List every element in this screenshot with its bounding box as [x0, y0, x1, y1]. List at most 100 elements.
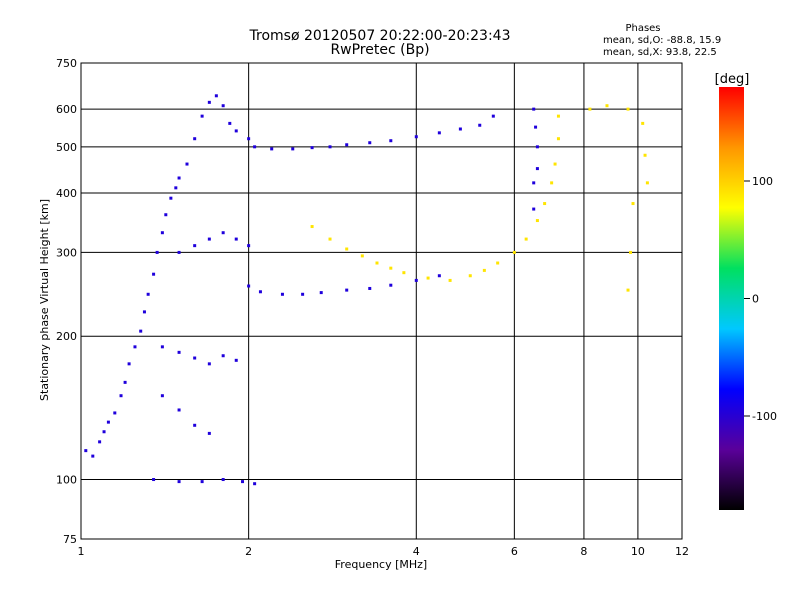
colorbar-tick-label: 0	[752, 293, 759, 306]
data-point	[214, 94, 218, 98]
data-point	[113, 411, 117, 415]
plot-frame	[80, 62, 683, 540]
data-point	[164, 213, 168, 217]
y-axis-label: Stationary phase Virtual Height [km]	[38, 199, 51, 401]
y-axis-ticks: 75 100 200 300 400 500 600 750	[56, 57, 77, 546]
data-point	[414, 135, 418, 139]
data-point	[643, 153, 647, 157]
phases-x-stats: mean, sd,X: 93.8, 22.5	[603, 47, 717, 58]
data-point	[491, 114, 495, 118]
data-point	[84, 449, 88, 453]
data-point	[345, 288, 349, 292]
colorbar-ticks: 100 0 -100	[744, 175, 777, 423]
data-point	[119, 394, 123, 398]
data-point	[193, 356, 197, 360]
data-point	[160, 231, 164, 235]
y-tick-label: 200	[56, 330, 77, 343]
data-point	[169, 196, 173, 200]
data-point	[142, 310, 146, 314]
data-point	[626, 288, 630, 292]
data-point	[270, 147, 274, 151]
data-point	[193, 423, 197, 427]
data-point	[368, 286, 372, 290]
data-point	[247, 137, 251, 141]
data-point	[301, 292, 305, 296]
chart-title: Tromsø 20120507 20:22:00-20:23:43	[249, 28, 511, 44]
data-point	[200, 480, 204, 484]
data-point	[207, 362, 211, 366]
phases-o-stats: mean, sd,O: -88.8, 15.9	[603, 35, 721, 46]
y-tick-label: 750	[56, 57, 77, 70]
data-point	[524, 237, 528, 241]
x-tick-label: 1	[78, 545, 85, 558]
data-point	[328, 145, 332, 149]
data-point	[102, 430, 106, 434]
data-point	[345, 143, 349, 147]
data-point	[253, 482, 257, 486]
data-point	[221, 231, 225, 235]
data-point	[193, 137, 197, 141]
data-point	[241, 480, 245, 484]
data-point	[207, 237, 211, 241]
y-tick-label: 300	[56, 246, 77, 259]
data-point	[123, 380, 127, 384]
data-point	[160, 345, 164, 349]
x-tick-label: 2	[245, 545, 252, 558]
data-point	[207, 100, 211, 104]
data-point	[645, 181, 649, 185]
data-point	[106, 420, 110, 424]
data-point	[139, 329, 143, 333]
data-point	[468, 274, 472, 278]
y-tick-label: 600	[56, 103, 77, 116]
data-point	[258, 290, 262, 294]
data-point	[160, 394, 164, 398]
data-point	[247, 284, 251, 288]
data-point	[152, 478, 156, 482]
data-point	[478, 123, 482, 127]
data-point	[345, 247, 349, 251]
data-point	[389, 139, 393, 143]
data-point	[458, 127, 462, 131]
data-point	[629, 250, 633, 254]
data-point	[221, 354, 225, 358]
data-point	[319, 291, 323, 295]
data-point	[553, 162, 557, 166]
x-tick-label: 8	[580, 545, 587, 558]
data-point	[177, 250, 181, 254]
data-point	[534, 125, 538, 129]
data-point	[535, 219, 539, 223]
data-point	[234, 129, 238, 133]
data-point	[402, 271, 406, 275]
data-point	[532, 181, 536, 185]
data-point	[328, 237, 332, 241]
y-tick-label: 400	[56, 187, 77, 200]
data-point	[532, 107, 536, 111]
data-point	[280, 292, 284, 296]
x-tick-label: 12	[675, 545, 689, 558]
data-point	[91, 454, 95, 458]
data-point	[375, 261, 379, 265]
data-point	[641, 121, 645, 125]
data-point	[127, 362, 131, 366]
x-axis-label: Frequency [MHz]	[335, 558, 427, 571]
x-tick-label: 4	[413, 545, 420, 558]
data-point	[556, 137, 560, 141]
data-point	[200, 114, 204, 118]
data-point	[221, 104, 225, 108]
data-point	[532, 207, 536, 211]
data-point	[543, 202, 547, 206]
data-point	[133, 345, 137, 349]
data-point	[360, 254, 364, 258]
phases-title: Phases	[625, 23, 660, 34]
data-point	[626, 107, 630, 111]
data-point	[152, 272, 156, 276]
data-point	[221, 478, 225, 482]
data-point	[414, 278, 418, 282]
data-point	[368, 141, 372, 145]
data-point	[482, 268, 486, 272]
data-point	[98, 440, 102, 444]
colorbar-tick-label: -100	[752, 410, 777, 423]
colorbar-tick-label: 100	[752, 175, 773, 188]
data-point	[448, 278, 452, 282]
